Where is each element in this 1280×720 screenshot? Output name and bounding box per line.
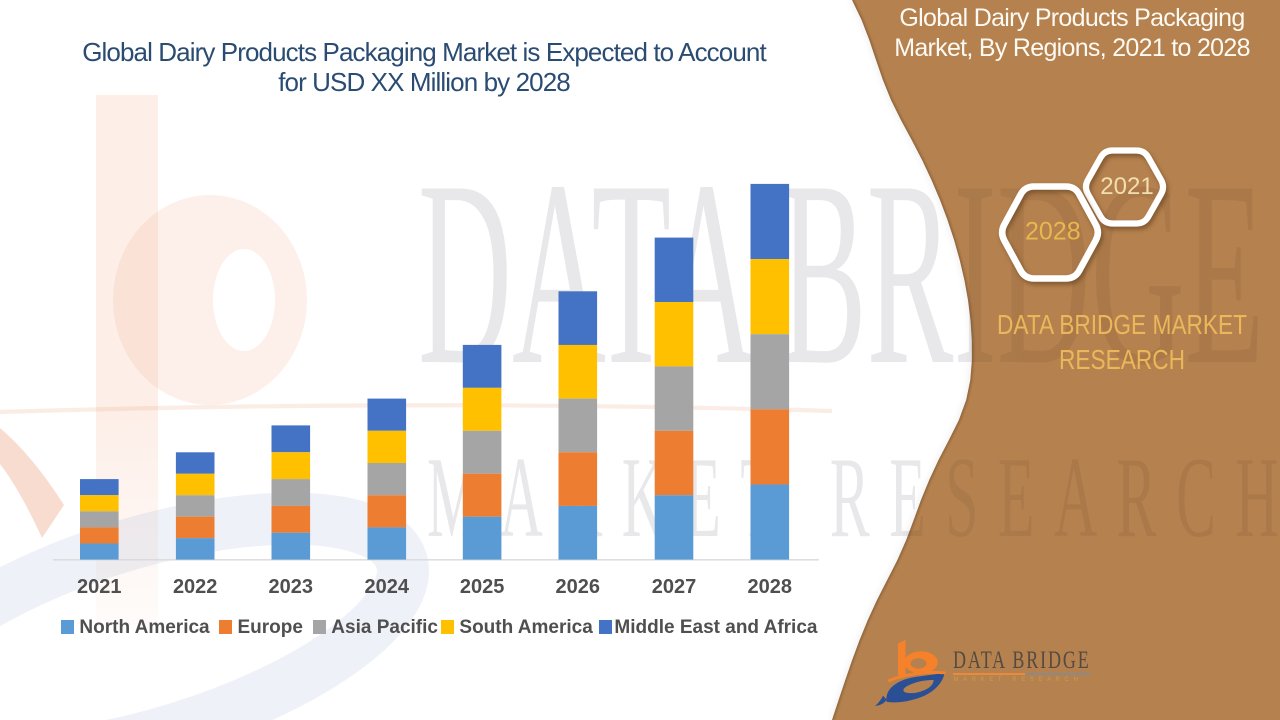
svg-text:MARKET RESEARCH: MARKET RESEARCH	[427, 433, 1280, 561]
